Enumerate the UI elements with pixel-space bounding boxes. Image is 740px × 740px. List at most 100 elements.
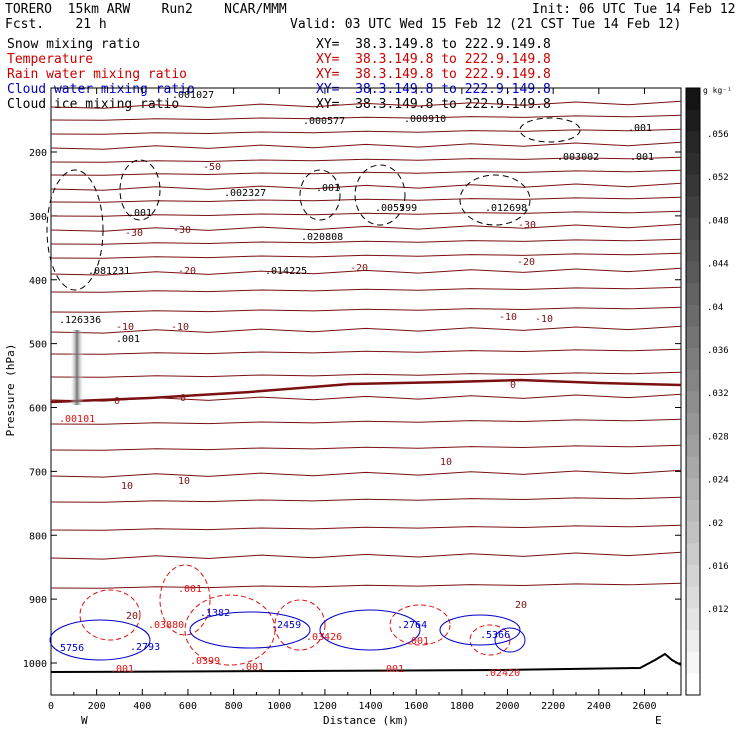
- model-title: TORERO 15km ARW Run2 NCAR/MMM: [5, 2, 287, 17]
- x-tick-label: 2600: [632, 701, 656, 712]
- colorbar-segment: [686, 499, 700, 523]
- y-tick-label: 900: [29, 595, 47, 606]
- isotherm: [50, 223, 682, 232]
- low-level-label: .001: [405, 636, 429, 647]
- extremum-label: .126336: [59, 315, 101, 326]
- cloud-water-contour: [319, 609, 421, 651]
- low-level-label: .2764: [397, 620, 427, 631]
- colorbar-segment: [686, 261, 700, 284]
- cloud-ice-contour: [354, 164, 406, 226]
- field-xy-temperature: XY= 38.3.149.8 to 222.9.149.8: [316, 52, 551, 67]
- field-xy-snow: XY= 38.3.149.8 to 222.9.149.8: [316, 37, 551, 52]
- isotherm-label: -20: [178, 266, 196, 277]
- colorbar-segment: [686, 521, 700, 544]
- colorbar-segment: [686, 586, 700, 609]
- colorbar-segment: [686, 348, 700, 371]
- terrain-line: [50, 652, 682, 673]
- colorbar-label: .016: [707, 562, 729, 572]
- colorbar-segment: [686, 326, 700, 349]
- colorbar-label: .032: [707, 389, 729, 399]
- low-level-label: .001: [240, 662, 264, 673]
- extremum-label: .001: [128, 208, 152, 219]
- isotherm-label: 10: [440, 457, 452, 468]
- low-level-label: .2459: [271, 620, 301, 631]
- colorbar-label: .04: [707, 303, 723, 313]
- field-name-snow: Snow mixing ratio: [7, 37, 141, 52]
- isotherm: [50, 141, 682, 150]
- isotherm: [50, 496, 682, 503]
- y-tick-label: 1000: [23, 659, 47, 670]
- field-name-cloudice: Cloud ice mixing ratio: [7, 97, 180, 112]
- isotherm-label: -20: [517, 257, 535, 268]
- isotherm-label: 0: [510, 380, 516, 391]
- isotherm: [50, 551, 682, 560]
- cloud-ice-contour: [459, 174, 531, 226]
- rain-water-contour: [159, 564, 211, 636]
- x-tick-label: 2200: [541, 701, 565, 712]
- extremum-label: .001: [628, 123, 652, 134]
- extremum-label: .005599: [375, 203, 417, 214]
- field-xy-cloudwater: XY= 38.3.149.8 to 222.9.149.8: [316, 82, 551, 97]
- isotherm: [50, 418, 682, 425]
- isotherm-label: -10: [535, 314, 553, 325]
- plot-frame: [50, 87, 682, 696]
- colorbar-segment: [686, 456, 700, 479]
- rain-water-contour: [184, 594, 276, 666]
- x-tick-label: 1400: [359, 701, 383, 712]
- colorbar-segment: [686, 131, 700, 154]
- colorbar-segment: [686, 391, 700, 414]
- colorbar-label: .056: [707, 130, 729, 140]
- colorbar-frame: [685, 87, 701, 696]
- colorbar-segment: [686, 218, 700, 241]
- rain-water-contour: [469, 624, 511, 656]
- cloud-water-contour: [49, 619, 151, 661]
- rain-water-contour: [79, 589, 141, 641]
- colorbar-segment: [686, 629, 700, 653]
- x-tick-label: 1200: [313, 701, 337, 712]
- colorbar-label: .012: [707, 605, 729, 615]
- field-name-cloudwater: Cloud water mixing ratio: [7, 82, 195, 97]
- x-tick-label: 400: [133, 701, 151, 712]
- x-tick-label: 1600: [404, 701, 428, 712]
- y-tick-label: 400: [29, 276, 47, 287]
- isotherm: [50, 169, 682, 176]
- colorbar-segment: [686, 239, 700, 262]
- isotherm: [50, 156, 682, 163]
- low-level-label: .02420: [484, 668, 520, 679]
- colorbar-label: .048: [707, 216, 729, 226]
- extremum-label: .014225: [265, 266, 307, 277]
- isotherm-label: 0: [180, 393, 186, 404]
- cloud-ice-contour: [119, 159, 161, 221]
- snow-maximum-shading: [70, 330, 84, 405]
- y-tick-label: 600: [29, 404, 47, 415]
- y-tick-label: 700: [29, 467, 47, 478]
- colorbar-label: .028: [707, 432, 729, 442]
- y-tick-label: 800: [29, 531, 47, 542]
- x-tick-label: 2400: [587, 701, 611, 712]
- extremum-label: .000577: [303, 116, 345, 127]
- field-xy-cloudice: XY= 38.3.149.8 to 222.9.149.8: [316, 97, 551, 112]
- low-level-label: .001: [380, 664, 404, 675]
- valid-time: Valid: 03 UTC Wed 15 Feb 12 (21 CST Tue …: [290, 17, 682, 32]
- freezing-isotherm: [50, 378, 682, 404]
- y-tick-label: 500: [29, 340, 47, 351]
- cloud-ice-contour: [46, 169, 104, 291]
- extremum-label: .003002: [557, 152, 599, 163]
- colorbar-segment: [686, 673, 700, 696]
- y-tick-label: 200: [29, 148, 47, 159]
- isotherm: [50, 128, 682, 135]
- isotherm: [50, 348, 682, 355]
- colorbar-segment: [686, 608, 700, 631]
- low-level-label: .0399: [190, 656, 220, 667]
- extremum-label: .001: [116, 334, 140, 345]
- isotherm: [50, 210, 682, 217]
- cloud-ice-contour: [519, 117, 581, 143]
- extremum-label: .002327: [224, 188, 266, 199]
- low-level-label: .5756: [54, 643, 84, 654]
- colorbar-segment: [686, 413, 700, 436]
- field-xy-rain: XY= 38.3.149.8 to 222.9.149.8: [316, 67, 551, 82]
- low-level-label: .001: [110, 664, 134, 675]
- isotherm-label: -10: [499, 312, 517, 323]
- extremum-label: .001: [316, 183, 340, 194]
- colorbar-segment: [686, 478, 700, 501]
